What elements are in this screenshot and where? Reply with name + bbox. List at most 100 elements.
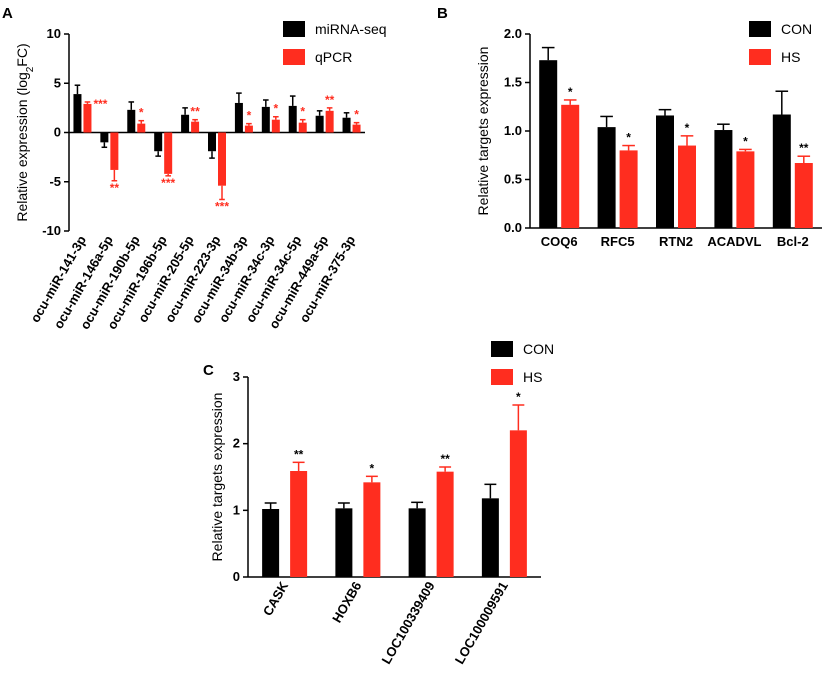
significance-marker: * — [247, 109, 252, 123]
bar-hs-bcl-2 — [794, 163, 813, 228]
bar-qpcr-ocu-mir-190b-5p — [137, 123, 146, 133]
y-axis-label-sub: 2 — [25, 66, 36, 72]
y-tick-label: 0.5 — [504, 172, 522, 187]
y-tick-label: 1.5 — [504, 75, 522, 90]
bar-mirna-seq-ocu-mir-375-3p — [342, 117, 351, 133]
legend-label-con: CON — [781, 21, 812, 37]
bar-mirna-seq-ocu-mir-205-5p — [181, 114, 190, 133]
x-tick-label: HOXB6 — [329, 579, 364, 625]
legend-label-mirna-seq: miRNA-seq — [315, 21, 387, 37]
significance-marker: * — [516, 390, 521, 404]
legend-swatch-hs — [749, 49, 771, 65]
x-tick-label: RFC5 — [601, 234, 635, 249]
bar-con-coq6 — [539, 60, 558, 228]
y-axis-label-text: Relative expression (log — [14, 72, 30, 221]
bar-hs-loc100339409 — [436, 471, 454, 577]
significance-marker: * — [685, 121, 690, 135]
bar-mirna-seq-ocu-mir-34b-3p — [234, 102, 243, 133]
x-tick-label: LOC100009591 — [452, 579, 511, 667]
bar-mirna-seq-ocu-mir-449a-5p — [315, 115, 324, 133]
bar-qpcr-ocu-mir-196b-5p — [164, 132, 173, 174]
y-axis-label: Relative expression (log2FC) — [14, 43, 36, 221]
bar-con-loc100339409 — [408, 508, 426, 577]
significance-marker: *** — [93, 97, 107, 111]
x-tick-label: Bcl-2 — [777, 234, 809, 249]
legend-label-hs: HS — [523, 369, 542, 385]
bar-qpcr-ocu-mir-449a-5p — [325, 110, 334, 133]
bar-hs-cask — [290, 471, 308, 577]
x-tick-label: CASK — [260, 578, 292, 618]
x-tick-label: ACADVL — [707, 234, 761, 249]
bar-qpcr-ocu-mir-34c-3p — [271, 119, 280, 133]
y-tick-label: 3 — [233, 369, 240, 384]
y-axis-label-text: Relative targets expression — [475, 47, 491, 216]
significance-marker: * — [273, 102, 278, 116]
bar-con-cask — [262, 509, 280, 577]
bar-con-rtn2 — [656, 115, 674, 228]
bar-qpcr-ocu-mir-141-3p — [83, 103, 92, 133]
bar-hs-rfc5 — [619, 150, 638, 228]
bar-con-hoxb6 — [335, 508, 353, 577]
bar-mirna-seq-ocu-mir-34c-5p — [288, 105, 297, 133]
significance-marker: * — [626, 131, 631, 145]
y-axis-label: Relative targets expression — [209, 393, 225, 562]
y-tick-label: 10 — [47, 26, 61, 41]
bar-mirna-seq-ocu-mir-141-3p — [73, 94, 82, 133]
legend-swatch-con — [749, 21, 771, 37]
significance-marker: * — [370, 461, 375, 475]
y-tick-label: -5 — [49, 174, 61, 189]
significance-marker: ** — [110, 181, 120, 195]
y-axis-label-end: FC) — [14, 43, 30, 66]
y-tick-label: 2.0 — [504, 26, 522, 41]
legend-swatch-mirna-seq — [283, 21, 305, 37]
significance-marker: * — [354, 108, 359, 122]
bar-mirna-seq-ocu-mir-34c-3p — [261, 106, 270, 133]
significance-marker: * — [568, 85, 573, 99]
bar-qpcr-ocu-mir-223-3p — [218, 132, 226, 186]
y-tick-label: 0 — [233, 569, 240, 584]
bar-qpcr-ocu-mir-375-3p — [352, 124, 361, 133]
y-tick-label: 0 — [54, 125, 61, 140]
chart-panel-c: 0 1 2 3 Relative targets expression ** CASK * HO… — [209, 341, 554, 667]
y-tick-label: 1.0 — [504, 123, 522, 138]
legend-label-hs: HS — [781, 49, 800, 65]
significance-marker: * — [139, 106, 144, 120]
legend-swatch-con — [491, 341, 513, 357]
legend-swatch-hs — [491, 369, 513, 385]
chart-panel-b: 0.0 0.5 1.0 1.5 2.0 Relative targets expressi… — [475, 21, 822, 249]
bar-qpcr-ocu-mir-34c-5p — [298, 122, 307, 133]
legend-label-qpcr: qPCR — [315, 49, 352, 65]
bar-qpcr-ocu-mir-34b-3p — [244, 125, 253, 133]
significance-marker: ** — [190, 105, 200, 119]
bar-hs-hoxb6 — [363, 482, 381, 577]
y-tick-label: 1 — [233, 502, 240, 517]
significance-marker: *** — [161, 176, 175, 190]
bar-hs-rtn2 — [678, 145, 696, 228]
panel-label-a: A — [2, 5, 13, 22]
significance-marker: ** — [294, 447, 304, 461]
legend-swatch-qpcr — [283, 49, 305, 65]
bar-hs-acadvl — [736, 151, 755, 228]
bar-hs-loc100009591 — [509, 430, 527, 577]
bar-mirna-seq-ocu-mir-190b-5p — [127, 109, 136, 133]
bar-mirna-seq-ocu-mir-223-3p — [208, 132, 216, 152]
bar-con-bcl-2 — [772, 114, 791, 228]
panel-label-c: C — [203, 362, 214, 379]
bar-hs-coq6 — [561, 104, 580, 228]
y-tick-label: 0.0 — [504, 220, 522, 235]
y-tick-label: 5 — [54, 75, 61, 90]
x-tick-label: COQ6 — [541, 234, 578, 249]
significance-marker: ** — [325, 93, 335, 107]
bar-con-rfc5 — [597, 127, 616, 228]
y-tick-label: 2 — [233, 436, 240, 451]
y-tick-label: -10 — [42, 223, 61, 238]
bar-mirna-seq-ocu-mir-196b-5p — [154, 132, 163, 152]
significance-marker: *** — [215, 199, 229, 213]
bar-qpcr-ocu-mir-205-5p — [191, 121, 200, 133]
bar-qpcr-ocu-mir-146a-5p — [110, 132, 119, 170]
bar-con-loc100009591 — [481, 498, 499, 577]
legend-label-con: CON — [523, 341, 554, 357]
bar-con-acadvl — [714, 130, 733, 228]
